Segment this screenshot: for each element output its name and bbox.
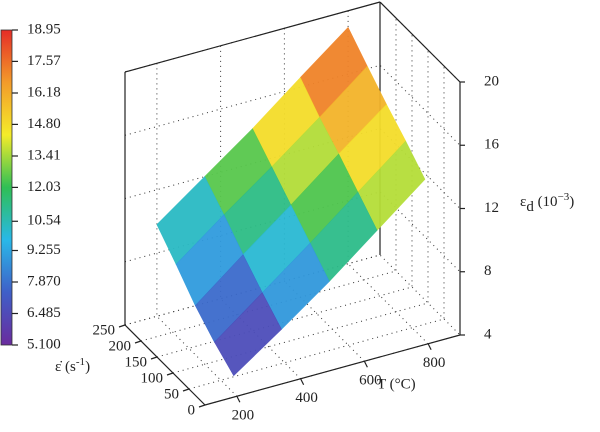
- x-tick-label: 600: [359, 373, 382, 389]
- y-tick: [150, 356, 158, 360]
- surface: [156, 26, 426, 377]
- y-tick: [198, 404, 206, 408]
- surface-patch: [214, 292, 282, 377]
- x-tick: [427, 343, 432, 351]
- axis-line: [124, 324, 206, 406]
- axis-line: [124, 1, 381, 73]
- colorbar-tick-label: 14.80: [27, 116, 61, 132]
- colorbar-tick-label: 6.485: [27, 305, 61, 321]
- colorbar-tick-label: 9.255: [27, 242, 61, 258]
- x-tick-label: 400: [295, 390, 318, 406]
- y-tick-label: 150: [125, 354, 148, 370]
- y-tick: [118, 324, 126, 328]
- y-axis-label: ε̇ (s-1): [55, 356, 90, 376]
- grid-line: [124, 1, 461, 83]
- z-tick-label: 16: [484, 137, 500, 153]
- x-tick-label: 800: [423, 355, 446, 371]
- z-tick-label: 4: [484, 326, 492, 342]
- x-tick: [236, 395, 241, 403]
- y-tick-label: 200: [109, 338, 132, 354]
- y-tick-label: 50: [164, 386, 179, 402]
- colorbar-tick-label: 18.95: [27, 21, 61, 37]
- colorbar-tick-label: 10.54: [27, 213, 61, 229]
- axis-line: [204, 334, 461, 406]
- y-tick-label: 100: [141, 370, 164, 386]
- colorbar-tick-label: 12.03: [27, 179, 61, 195]
- y-tick-label: 250: [93, 322, 116, 338]
- y-tick: [134, 340, 142, 344]
- colorbar: 5.100 6.485 7.870 9.255 10.54 12.03 13.41 14.80…: [0, 21, 61, 352]
- x-tick-label: 200: [232, 408, 255, 424]
- x-tick: [300, 378, 305, 386]
- z-tick-label: 8: [484, 263, 492, 279]
- x-tick: [363, 360, 368, 368]
- axis-line: [379, 1, 461, 83]
- y-tick-label: 0: [188, 402, 196, 418]
- colorbar-tick-label: 7.870: [27, 273, 61, 289]
- colorbar-tick-label: 16.18: [27, 84, 61, 100]
- z-tick-label: 20: [484, 73, 499, 89]
- z-tick-label: 12: [484, 200, 499, 216]
- colorbar-tick-label: 13.41: [27, 147, 61, 163]
- colorbar-scale: [0, 29, 13, 346]
- x-axis-label: T (°C): [377, 376, 416, 392]
- colorbar-tick-label: 5.100: [27, 336, 61, 352]
- y-tick: [166, 372, 174, 376]
- colorbar-tick-label: 17.57: [27, 53, 61, 69]
- z-axis-label: εd (10−3): [520, 191, 574, 216]
- y-tick: [182, 388, 190, 392]
